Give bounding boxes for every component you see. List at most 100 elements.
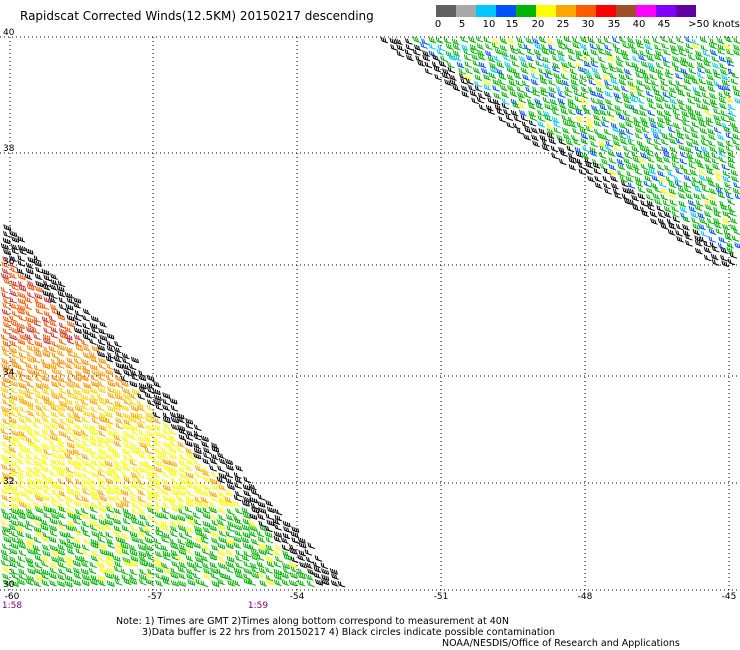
wind-barb [715,228,724,235]
wind-barb [48,296,57,304]
wind-barb [618,132,627,140]
wind-barb [553,127,562,134]
wind-barb [468,84,476,92]
wind-barb [718,156,727,163]
wind-barb [642,73,651,80]
wind-barb [16,525,25,533]
wind-barb [251,554,259,561]
wind-barb [548,79,556,86]
wind-barb [208,524,217,532]
wind-barb [558,138,566,146]
wind-barb [81,440,90,447]
wind-barb [185,447,193,455]
wind-barb [48,345,57,353]
wind-barb [186,573,194,580]
wind-barb [50,273,58,280]
wind-barb [675,85,683,92]
wind-barb [623,68,632,76]
wind-barb [97,436,105,444]
wind-barb [560,108,569,115]
wind-barb [699,36,708,43]
wind-barb [501,98,510,105]
wind-barb [177,441,185,448]
wind-barb [34,285,43,293]
wind-barb [717,140,725,148]
wind-barb [114,340,122,348]
wind-barb [1,508,9,515]
wind-barb [17,508,26,516]
wind-barb [11,572,19,580]
wind-barb [107,352,115,359]
wind-barb [671,162,680,170]
wind-barb [660,95,669,103]
wind-barb [639,50,647,57]
wind-barb [185,526,194,534]
wind-barb [265,574,274,582]
wind-barb [617,170,625,177]
wind-barb [42,544,50,551]
wind-barb [194,529,203,537]
wind-barb [138,500,146,508]
wind-barb [56,358,65,365]
wind-barb [625,163,634,171]
wind-barb [682,115,690,123]
wind-barb [112,448,121,455]
wind-barb [583,61,592,68]
wind-barb [634,66,643,74]
wind-barb [8,333,17,341]
scale-label: 10 [482,19,496,30]
wind-barb [428,36,437,44]
wind-barb [9,556,17,563]
wind-barb [34,416,43,424]
wind-barb [48,536,57,543]
wind-barb [81,403,90,411]
wind-barb [9,440,18,447]
wind-barb [718,96,727,104]
wind-barb [10,508,19,515]
wind-barb [27,440,36,448]
wind-barb [105,374,114,382]
wind-barb [99,548,108,556]
wind-barb [49,434,58,441]
wind-barb [145,470,154,478]
wind-barb [603,182,611,190]
wind-barb [691,139,700,146]
wind-barb [35,308,44,315]
wind-barb [58,556,66,563]
wind-barb [707,74,715,81]
wind-barb [282,532,291,540]
wind-barb [242,531,251,539]
wind-barb [75,547,84,555]
wind-barb [73,500,82,507]
wind-barb [65,560,74,568]
wind-barb [682,224,690,231]
wind-barb [145,520,153,528]
wind-barb [138,429,147,437]
wind-barb [105,524,113,531]
wind-barb [629,199,638,207]
wind-barb [510,47,519,55]
wind-barb [485,43,493,50]
wind-barb [272,518,281,525]
wind-barb [75,344,84,352]
wind-barb [130,412,139,419]
wind-barb [50,331,58,339]
wind-barb [98,460,107,468]
wind-barb [25,556,34,564]
wind-barb [35,530,43,538]
wind-barb [224,496,233,504]
wind-barb [612,43,621,50]
wind-barb [225,566,234,574]
wind-barb [314,555,323,562]
wind-barb [706,217,715,225]
wind-barb [604,90,613,98]
wind-barb [50,458,58,466]
wind-barb [525,86,533,94]
wind-barb [73,536,81,544]
wind-barb [708,133,716,141]
wind-barb [1,530,10,537]
wind-barb [98,362,106,370]
wind-barb [80,398,89,406]
wind-barb [654,198,663,206]
wind-barb [468,36,477,44]
